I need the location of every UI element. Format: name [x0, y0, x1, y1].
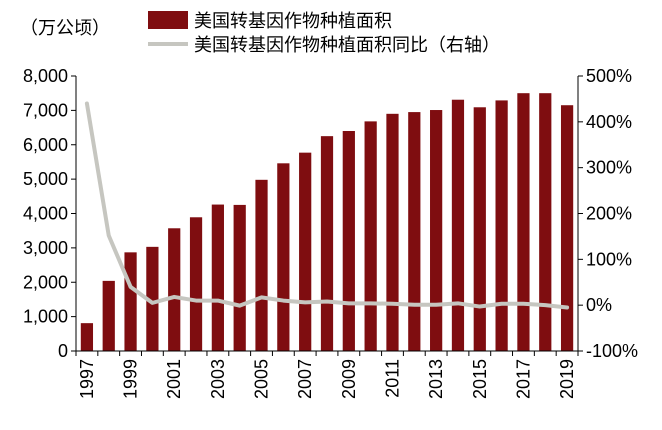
left-tick-label: 1,000: [23, 307, 68, 327]
bar-2013: [430, 110, 443, 351]
x-tick-label: 2005: [252, 359, 272, 399]
x-tick-label: 1999: [121, 359, 141, 399]
left-tick-label: 6,000: [23, 135, 68, 155]
left-tick-label: 8,000: [23, 66, 68, 86]
legend: 美国转基因作物种植面积 美国转基因作物种植面积同比（右轴）: [148, 8, 500, 56]
right-tick-label: 200%: [586, 204, 632, 224]
bar-2015: [473, 107, 486, 351]
left-tick-label: 5,000: [23, 169, 68, 189]
bar-2011: [386, 113, 399, 351]
x-tick-label: 2001: [164, 359, 184, 399]
right-tick-label: 400%: [586, 112, 632, 132]
legend-item-bar: 美国转基因作物种植面积: [148, 8, 500, 32]
x-tick-label: 2003: [208, 359, 228, 399]
left-tick-label: 4,000: [23, 204, 68, 224]
bar-2010: [364, 121, 377, 351]
bar-1998: [102, 280, 115, 351]
left-tick-label: 7,000: [23, 100, 68, 120]
bar-2005: [255, 179, 268, 351]
x-tick-label: 2017: [513, 359, 533, 399]
bar-2006: [277, 163, 290, 351]
bar-2009: [342, 131, 355, 351]
bar-2018: [539, 93, 552, 351]
bar-2019: [560, 105, 574, 351]
legend-line-swatch: [148, 42, 188, 46]
legend-bar-label: 美国转基因作物种植面积: [194, 11, 392, 32]
legend-item-line: 美国转基因作物种植面积同比（右轴）: [148, 32, 500, 56]
right-tick-label: 300%: [586, 158, 632, 178]
bar-2014: [451, 99, 465, 351]
bar-2007: [299, 152, 312, 351]
bar-2016: [495, 100, 508, 351]
right-tick-label: 100%: [586, 249, 632, 269]
x-tick-label: 2011: [382, 359, 402, 398]
right-tick-label: 0%: [586, 295, 612, 315]
bar-2002: [189, 217, 203, 351]
bar-1999: [124, 252, 137, 351]
bar-2001: [168, 228, 181, 351]
bar-2017: [517, 93, 530, 351]
left-tick-label: 2,000: [23, 272, 68, 292]
y-axis-unit-label: （万公顷）: [20, 18, 110, 39]
x-tick-label: 2009: [339, 359, 359, 399]
x-tick-label: 2013: [426, 359, 446, 399]
bar-2003: [211, 204, 224, 351]
right-tick-label: 500%: [586, 66, 632, 86]
left-tick-label: 0: [58, 341, 68, 361]
right-tick-label: -100%: [586, 341, 638, 361]
x-tick-label: 2007: [295, 359, 315, 399]
legend-line-label: 美国转基因作物种植面积同比（右轴）: [194, 35, 500, 56]
bar-2000: [146, 246, 159, 351]
bar-2004: [233, 204, 246, 351]
left-tick-label: 3,000: [23, 238, 68, 258]
x-tick-label: 2015: [470, 359, 490, 399]
x-tick-label: 2019: [557, 359, 577, 399]
bar-2012: [408, 112, 421, 351]
x-tick-label: 1997: [77, 359, 97, 399]
bar-1997: [80, 323, 94, 351]
legend-bar-swatch: [148, 11, 188, 29]
bar-2008: [320, 136, 334, 351]
